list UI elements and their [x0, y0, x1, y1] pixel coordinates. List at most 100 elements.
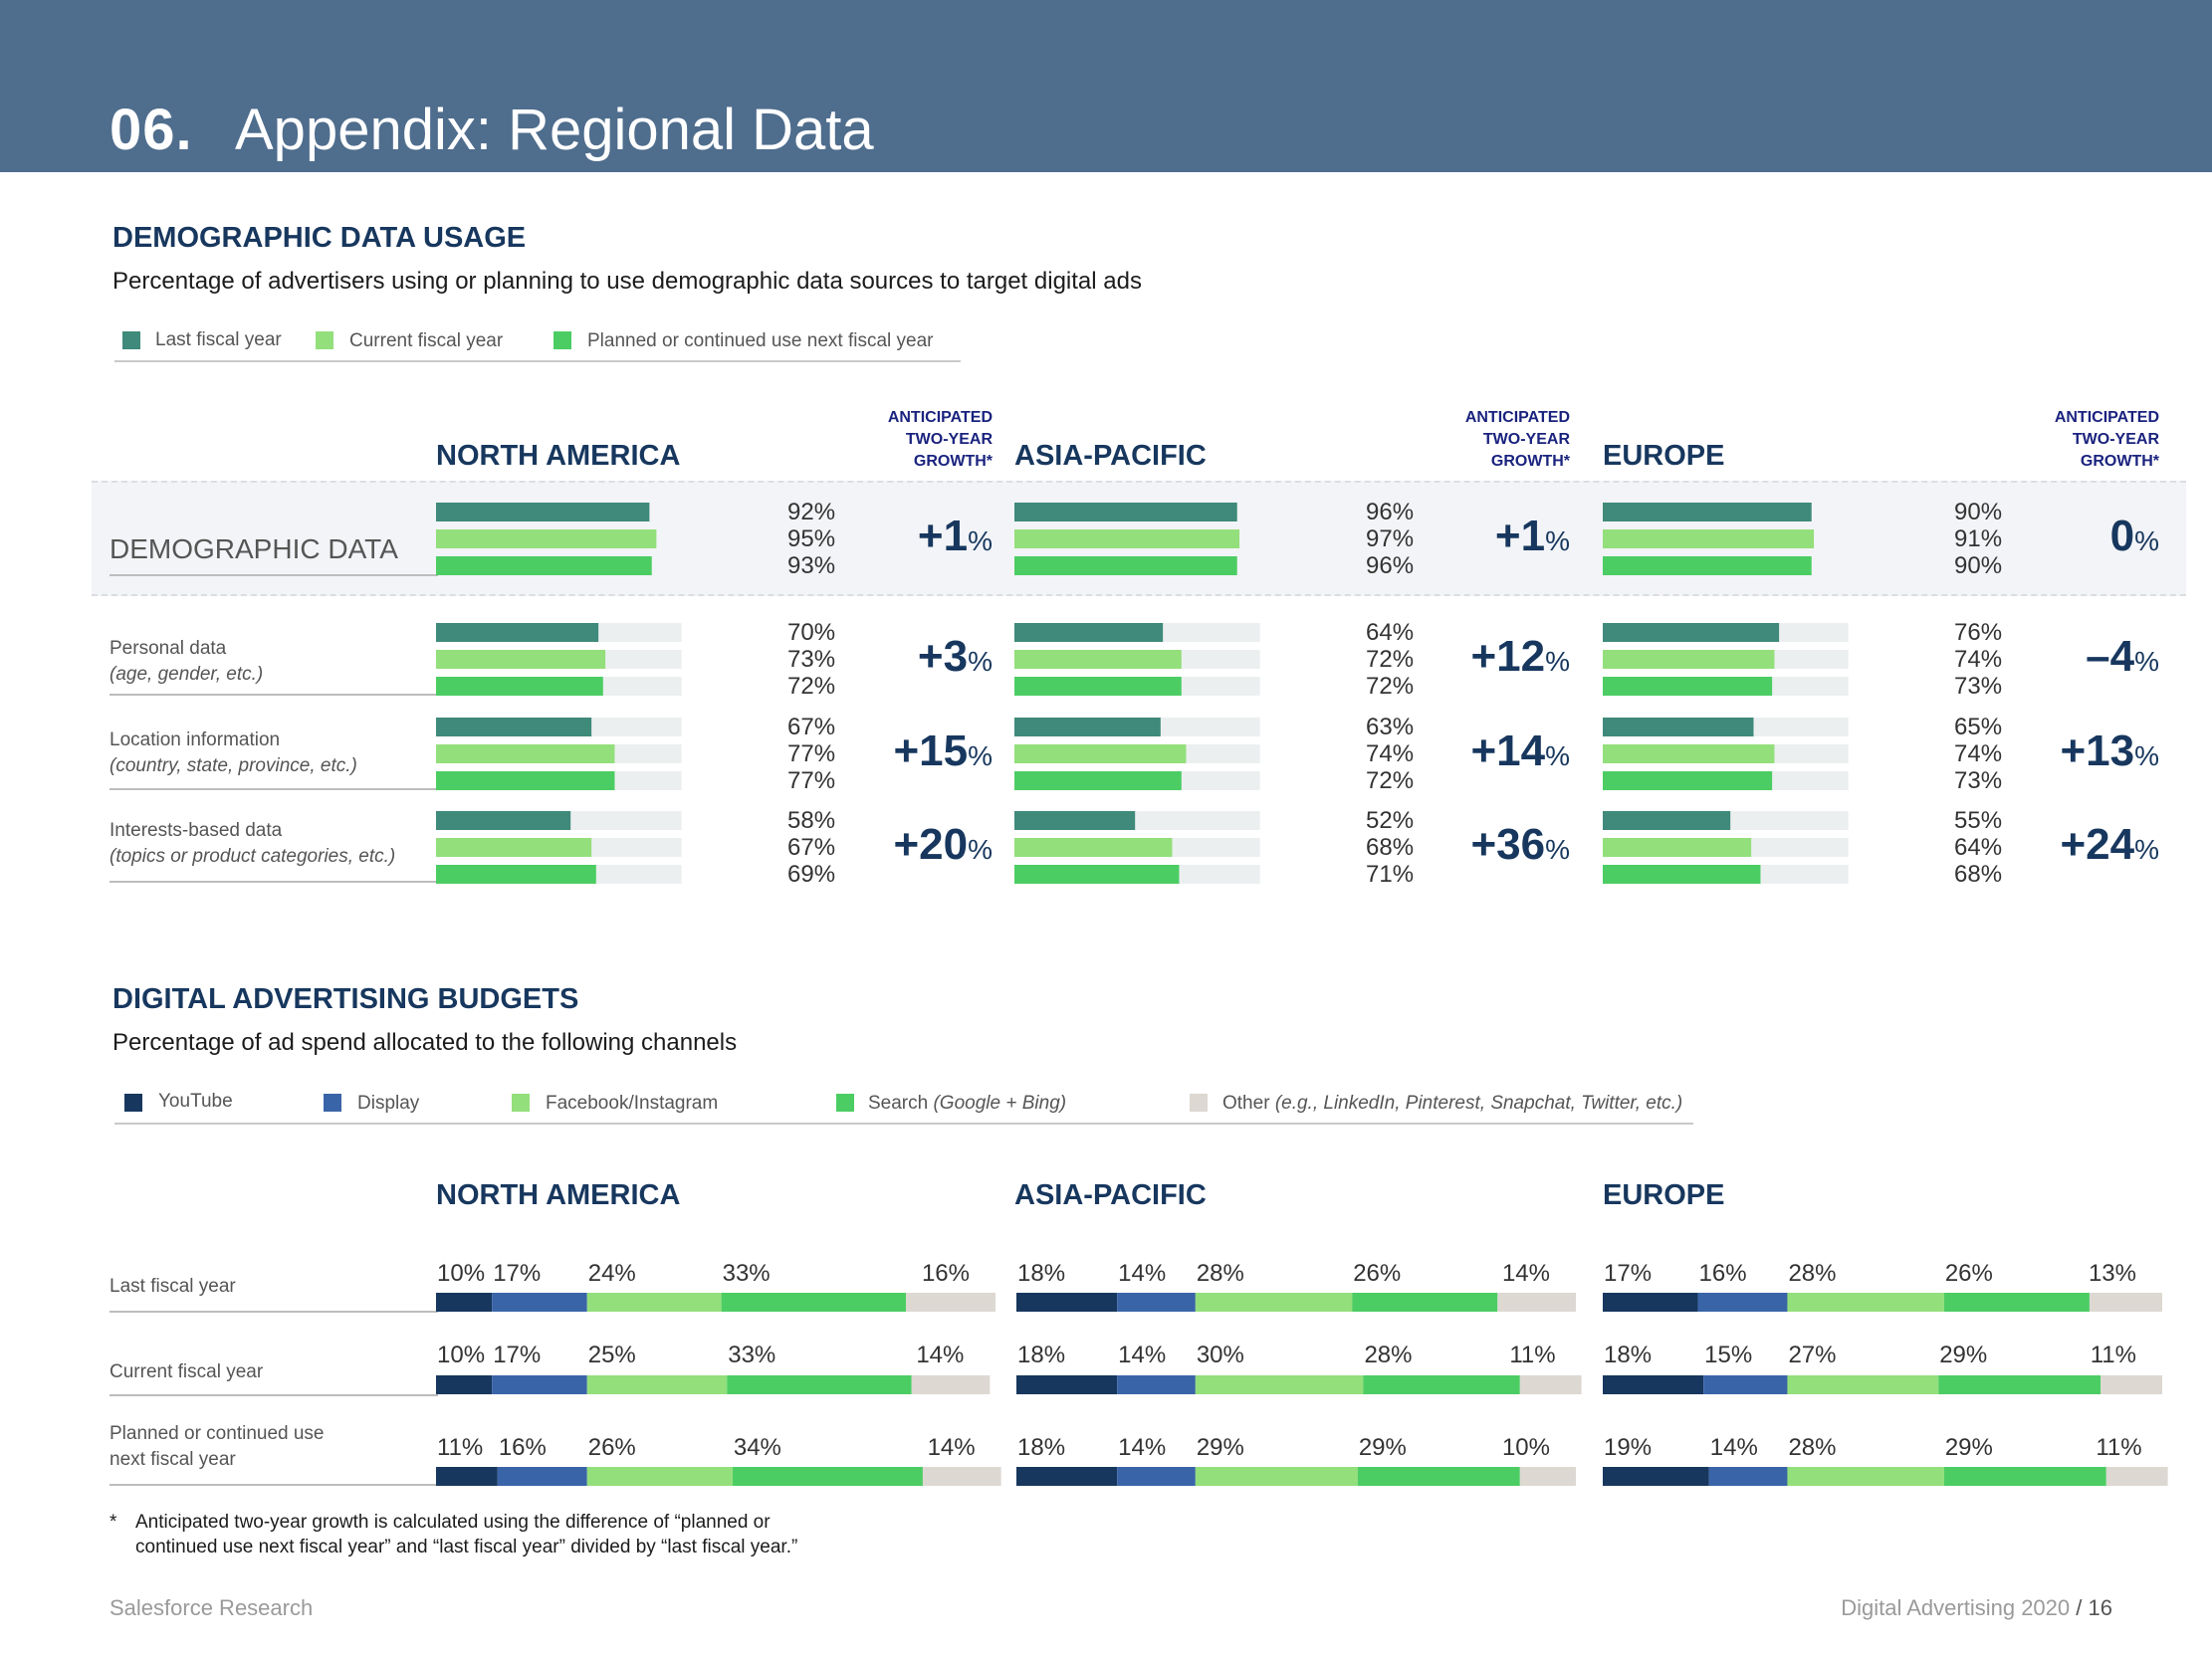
growth-number: +3	[917, 632, 969, 681]
legend-swatch-search	[836, 1094, 854, 1112]
stack-segment	[1603, 1293, 1698, 1312]
growth-number: +36	[1470, 820, 1546, 869]
bar-value-label: 97%	[1366, 525, 1414, 552]
stack-segment	[1787, 1293, 1944, 1312]
growth-number: 0	[2109, 512, 2135, 560]
bar	[1603, 623, 1780, 642]
budgets-subtitle: Percentage of ad spend allocated to the …	[112, 1029, 738, 1056]
growth-number: +20	[893, 820, 969, 869]
row-label-personal-data: Personal data (age, gender, etc.)	[110, 636, 263, 688]
segment-value-label: 19%	[1604, 1434, 1652, 1461]
stack-segment	[721, 1293, 907, 1312]
stack-segment	[732, 1467, 923, 1486]
bar	[436, 744, 615, 763]
footer-report-title: Digital Advertising 2020	[1841, 1595, 2071, 1620]
growth-percent-sign: %	[2134, 740, 2159, 771]
stack-segment	[1703, 1375, 1788, 1394]
bar-value-label: 65%	[1954, 714, 2002, 740]
segment-value-label: 18%	[1017, 1342, 1065, 1368]
segment-value-label: 14%	[1502, 1260, 1550, 1287]
footnote-marker: *	[110, 1512, 117, 1533]
segment-value-label: 27%	[1788, 1342, 1836, 1368]
growth-header-line: TWO-YEAR	[1482, 431, 1570, 448]
bar	[436, 718, 592, 736]
stack-segment	[436, 1293, 493, 1312]
segment-value-label: 28%	[1364, 1342, 1412, 1368]
segment-value-label: 17%	[493, 1260, 541, 1287]
stack-segment	[1943, 1293, 2090, 1312]
legend-label-last: Last fiscal year	[155, 329, 282, 350]
stack-segment	[436, 1467, 498, 1486]
segment-value-label: 10%	[1502, 1434, 1550, 1461]
bar	[1014, 529, 1240, 548]
row-label-main: Personal data	[110, 638, 227, 659]
segment-value-label: 14%	[1710, 1434, 1758, 1461]
bar-value-label: 58%	[787, 807, 835, 834]
growth-number: –4	[2086, 632, 2135, 681]
stack-segment	[586, 1375, 728, 1394]
bar-value-label: 70%	[787, 619, 835, 646]
demo-region-north-america: NORTH AMERICA	[436, 440, 681, 472]
budget-row-label-current: Current fiscal year	[110, 1361, 264, 1382]
bar	[1014, 503, 1237, 521]
stack-segment	[1603, 1467, 1709, 1486]
row-label-sub: (topics or product categories, etc.)	[110, 846, 396, 867]
stack-segment	[1195, 1375, 1364, 1394]
bar	[436, 529, 657, 548]
bar-value-label: 52%	[1366, 807, 1414, 834]
budget-row-label-last: Last fiscal year	[110, 1276, 236, 1297]
legend-swatch-display	[324, 1094, 341, 1112]
bar-value-label: 74%	[1366, 740, 1414, 767]
stack-segment	[911, 1375, 991, 1394]
segment-value-label: 24%	[588, 1260, 636, 1287]
section-number: 06.	[110, 98, 193, 162]
bar-value-label: 73%	[1954, 767, 2002, 794]
bar-value-label: 95%	[787, 525, 835, 552]
segment-value-label: 10%	[437, 1342, 485, 1368]
stack-segment	[492, 1293, 587, 1312]
legend-label-search-main: Search	[868, 1093, 929, 1114]
legend-label-planned: Planned or continued use next fiscal yea…	[587, 330, 934, 351]
bar-value-label: 72%	[787, 673, 835, 700]
budget-region-asia-pacific: ASIA-PACIFIC	[1014, 1179, 1207, 1211]
stack-segment	[1938, 1375, 2101, 1394]
segment-value-label: 33%	[723, 1260, 771, 1287]
bar	[1603, 744, 1775, 763]
footer-separator: /	[2076, 1595, 2083, 1620]
bar	[436, 650, 606, 669]
segment-value-label: 14%	[1118, 1342, 1166, 1368]
legend-underline	[114, 1123, 1693, 1125]
bar-value-label: 76%	[1954, 619, 2002, 646]
segment-value-label: 16%	[1699, 1260, 1747, 1287]
stack-segment	[1787, 1467, 1944, 1486]
row-divider	[110, 1394, 438, 1396]
growth-value: +20%	[843, 820, 993, 875]
segment-value-label: 17%	[493, 1342, 541, 1368]
legend-label-other-note: (e.g., LinkedIn, Pinterest, Snapchat, Tw…	[1274, 1093, 1683, 1114]
segment-value-label: 34%	[734, 1434, 781, 1461]
bar	[436, 838, 592, 857]
bar	[436, 811, 571, 830]
bar	[436, 556, 652, 575]
stack-segment	[727, 1375, 912, 1394]
footnote-line: Anticipated two-year growth is calculate…	[135, 1512, 771, 1533]
legend-label-search: Search (Google + Bing)	[868, 1092, 1066, 1116]
growth-header-line: TWO-YEAR	[2072, 431, 2159, 448]
stack-segment	[1195, 1293, 1353, 1312]
growth-percent-sign: %	[1545, 740, 1570, 771]
segment-value-label: 28%	[1788, 1434, 1836, 1461]
segment-value-label: 11%	[1509, 1342, 1555, 1368]
segment-value-label: 14%	[1118, 1260, 1166, 1287]
legend-swatch-current	[316, 331, 333, 349]
page-title: Appendix: Regional Data	[235, 98, 874, 162]
stack-segment	[586, 1293, 722, 1312]
bar	[1014, 744, 1187, 763]
row-label-sub: (country, state, province, etc.)	[110, 755, 357, 776]
row-divider	[110, 694, 438, 696]
segment-value-label: 10%	[437, 1260, 485, 1287]
segment-value-label: 25%	[588, 1342, 636, 1368]
growth-percent-sign: %	[1545, 646, 1570, 677]
growth-percent-sign: %	[968, 834, 993, 865]
stack-segment	[922, 1467, 1001, 1486]
